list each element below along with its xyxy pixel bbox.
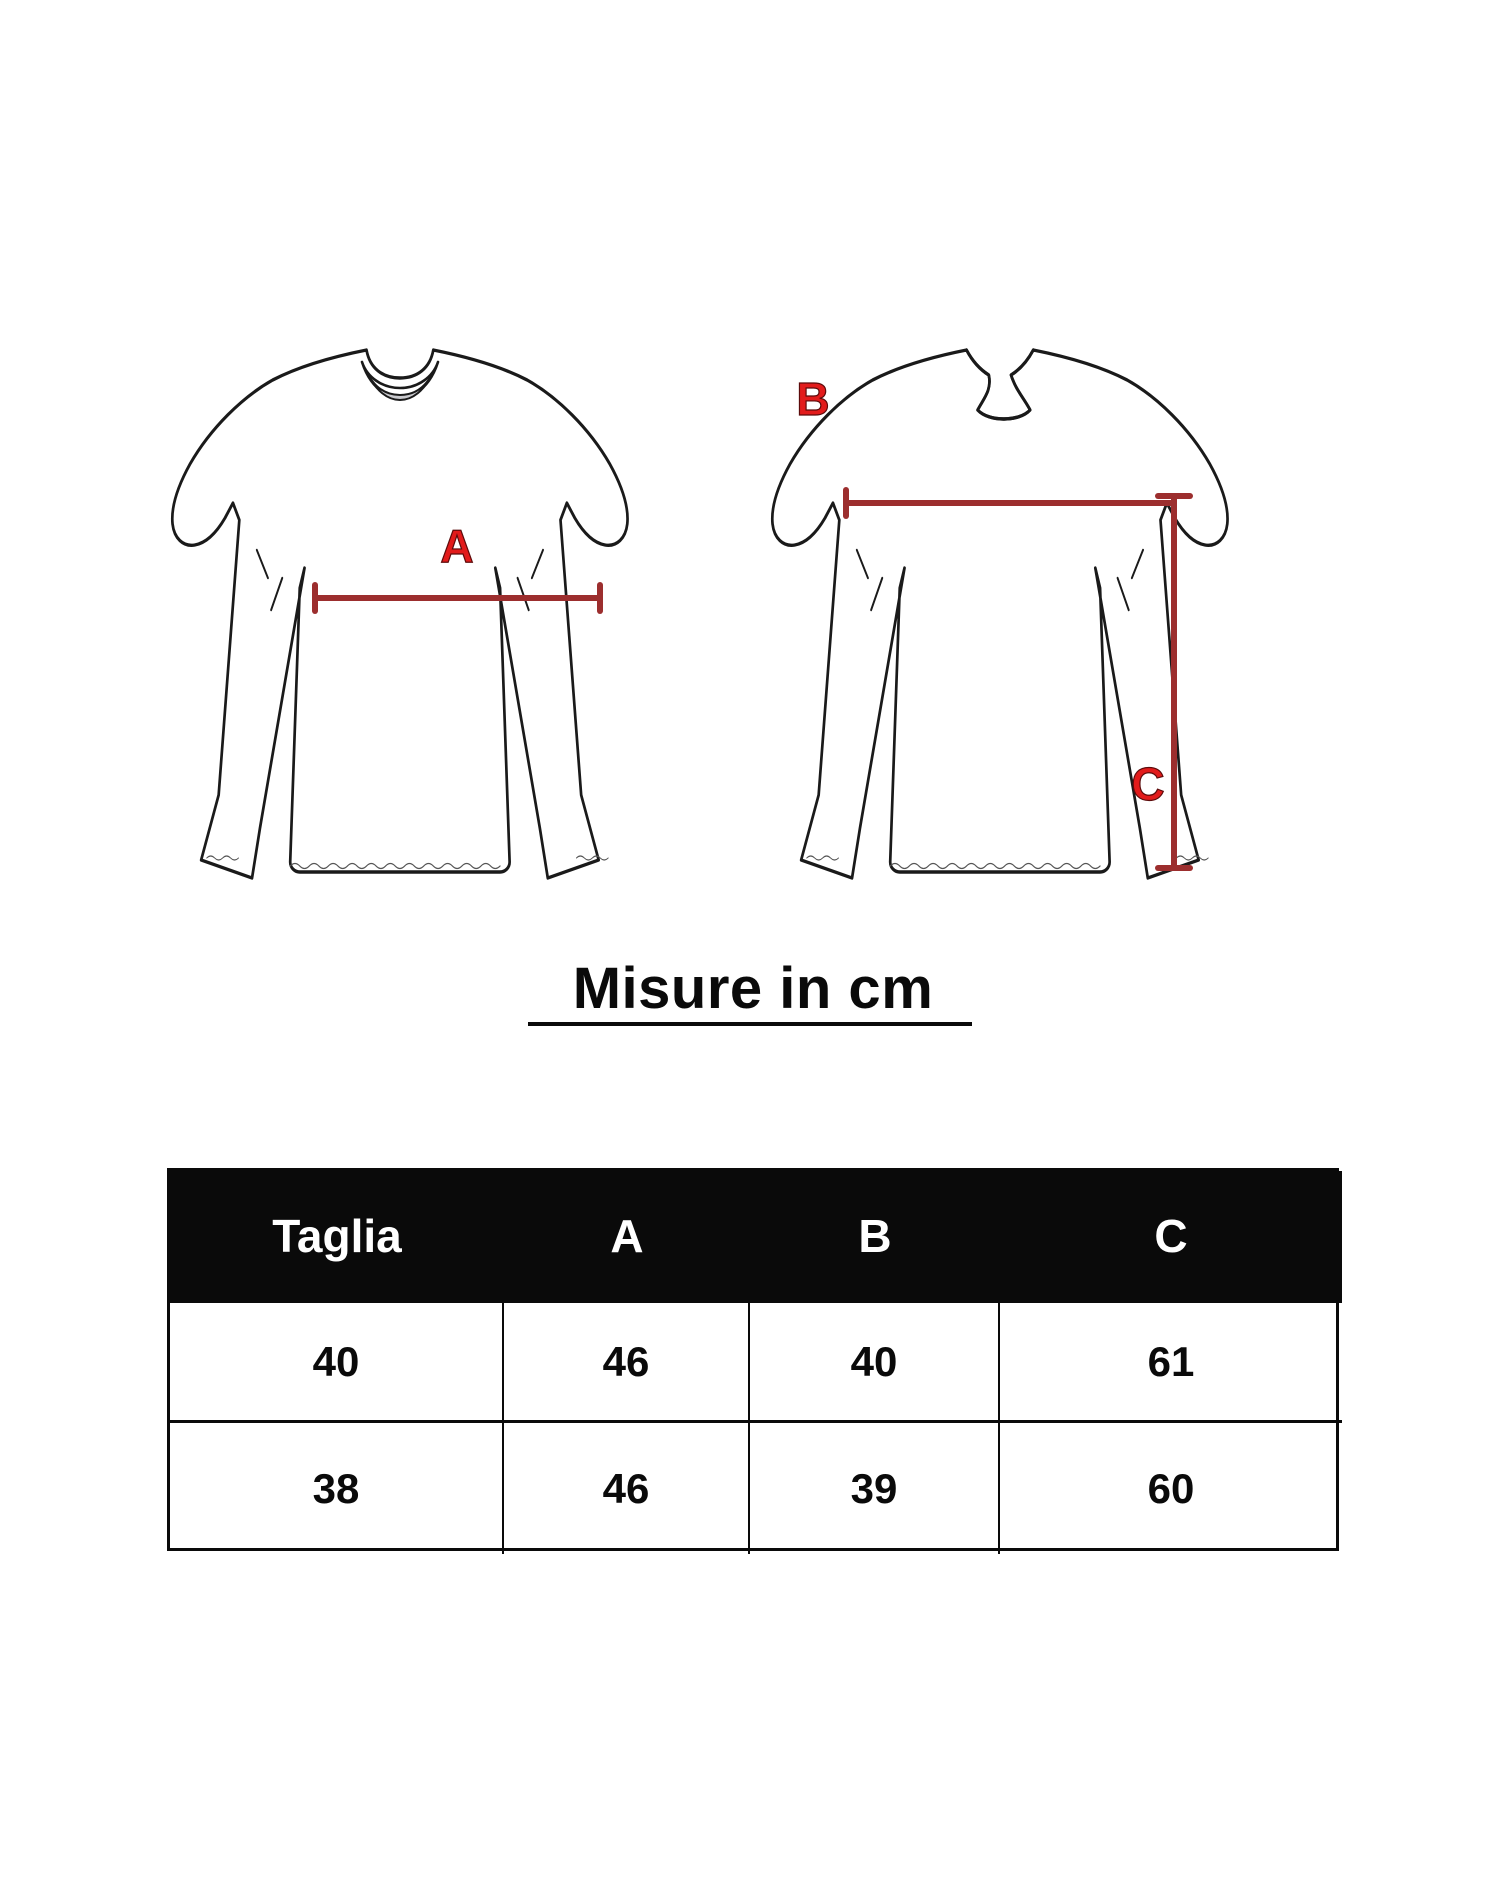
svg-text:A: A bbox=[440, 520, 473, 572]
svg-text:C: C bbox=[1131, 758, 1164, 810]
svg-text:B: B bbox=[796, 373, 829, 425]
